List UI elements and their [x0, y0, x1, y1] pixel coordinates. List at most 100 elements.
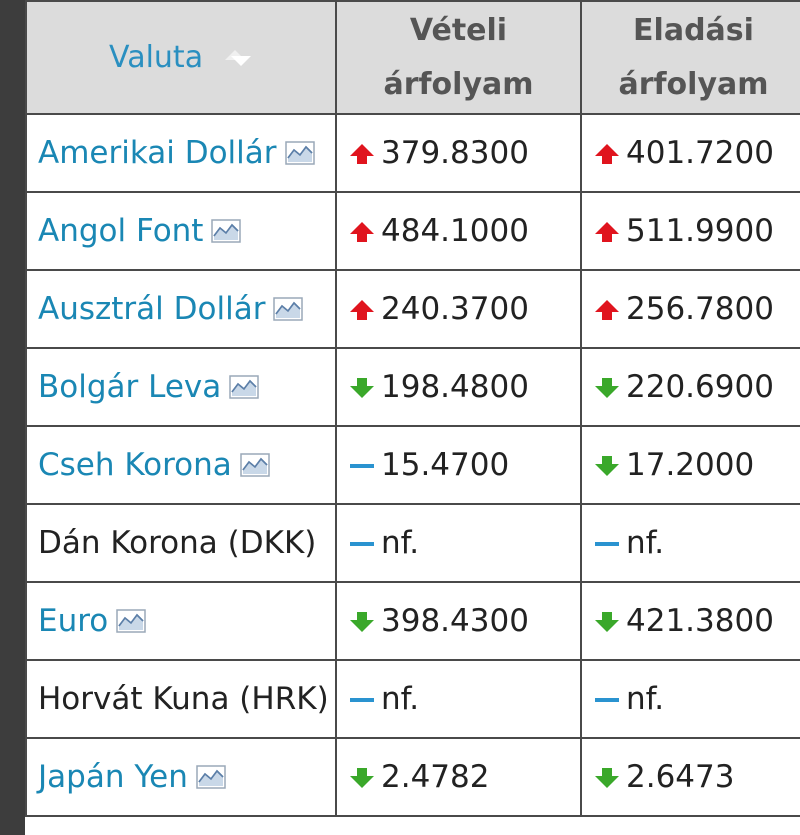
left-sidebar-strip	[0, 0, 25, 835]
table-row: Bolgár Leva 198.4800 220.6900	[25, 347, 800, 427]
buy-header-line2: árfolyam	[383, 66, 534, 102]
trend-down-icon	[595, 456, 619, 476]
currency-name-cell: Euro	[25, 581, 337, 661]
buy-rate-value: nf.	[381, 525, 420, 561]
trend-down-icon	[350, 768, 374, 788]
currency-link[interactable]: Ausztrál Dollár	[38, 291, 266, 327]
sell-rate-value: 256.7800	[626, 291, 774, 327]
currency-name-cell: Japán Yen	[25, 737, 337, 817]
chart-icon[interactable]	[240, 453, 270, 477]
trend-down-icon	[350, 612, 374, 632]
trend-flat-icon	[350, 542, 374, 546]
buy-rate-cell: 398.4300	[335, 581, 582, 661]
buy-rate-value: 398.4300	[381, 603, 529, 639]
trend-flat-icon	[350, 464, 374, 468]
sell-rate-cell: 220.6900	[580, 347, 800, 427]
buy-rate-value: 240.3700	[381, 291, 529, 327]
buy-rate-value: 379.8300	[381, 135, 529, 171]
table-row: Horvát Kuna (HRK) nf. nf.	[25, 659, 800, 739]
trend-flat-icon	[595, 542, 619, 546]
trend-flat-icon	[595, 698, 619, 702]
trend-down-icon	[595, 768, 619, 788]
buy-rate-cell: nf.	[335, 659, 582, 739]
table-row: Euro 398.4300 421.3800	[25, 581, 800, 661]
sell-rate-value: 220.6900	[626, 369, 774, 405]
chart-icon[interactable]	[229, 375, 260, 399]
currency-name-cell: Ausztrál Dollár	[25, 269, 337, 349]
sell-rate-cell: 511.9900	[580, 191, 800, 271]
sell-rate-cell: 421.3800	[580, 581, 800, 661]
trend-down-icon	[595, 378, 619, 398]
trend-flat-icon	[350, 698, 374, 702]
table-header-row: Valuta Vételi árfolyam Eladási árfolyam	[25, 0, 800, 115]
currency-link[interactable]: Japán Yen	[38, 759, 188, 795]
sell-rate-value: nf.	[626, 525, 665, 561]
sort-icon[interactable]	[223, 49, 253, 68]
trend-up-icon	[350, 222, 374, 242]
currency-link[interactable]: Angol Font	[38, 213, 204, 249]
table-row: Cseh Korona 15.4700 17.2000	[25, 425, 800, 505]
chart-icon[interactable]	[273, 297, 304, 321]
buy-rate-cell: 240.3700	[335, 269, 582, 349]
currency-name: Dán Korona (DKK)	[38, 525, 317, 561]
chart-icon[interactable]	[211, 219, 242, 243]
buy-rate-value: 15.4700	[381, 447, 510, 483]
buy-rate-value: nf.	[381, 681, 420, 717]
currency-name-cell: Horvát Kuna (HRK)	[25, 659, 337, 739]
table-row: Japán Yen 2.4782 2.6473	[25, 737, 800, 817]
trend-up-icon	[595, 144, 619, 164]
sell-rate-column-header: Eladási árfolyam	[580, 0, 800, 115]
currency-name-cell: Amerikai Dollár	[25, 113, 337, 193]
chart-icon[interactable]	[116, 609, 147, 633]
currency-link[interactable]: Cseh Korona	[38, 447, 232, 483]
currency-name: Horvát Kuna (HRK)	[38, 681, 329, 717]
buy-rate-column-header: Vételi árfolyam	[335, 0, 582, 115]
buy-rate-cell: nf.	[335, 503, 582, 583]
sell-rate-value: nf.	[626, 681, 665, 717]
currency-link[interactable]: Amerikai Dollár	[38, 135, 277, 171]
trend-up-icon	[595, 300, 619, 320]
sell-rate-cell: nf.	[580, 503, 800, 583]
buy-rate-cell: 15.4700	[335, 425, 582, 505]
buy-rate-value: 198.4800	[381, 369, 529, 405]
currency-name-cell: Dán Korona (DKK)	[25, 503, 337, 583]
buy-rate-value: 2.4782	[381, 759, 490, 795]
sell-rate-cell: 17.2000	[580, 425, 800, 505]
chart-icon[interactable]	[284, 141, 315, 165]
buy-rate-cell: 484.1000	[335, 191, 582, 271]
buy-rate-cell: 198.4800	[335, 347, 582, 427]
sell-rate-cell: 2.6473	[580, 737, 800, 817]
table-row: Amerikai Dollár 379.8300 401.7200	[25, 113, 800, 193]
currency-name-cell: Angol Font	[25, 191, 337, 271]
currency-link[interactable]: Euro	[38, 603, 109, 639]
currency-name-cell: Bolgár Leva	[25, 347, 337, 427]
sell-rate-value: 511.9900	[626, 213, 774, 249]
sell-rate-cell: 256.7800	[580, 269, 800, 349]
currency-link[interactable]: Bolgár Leva	[38, 369, 222, 405]
sell-rate-cell: 401.7200	[580, 113, 800, 193]
currency-header-label[interactable]: Valuta	[109, 40, 204, 75]
currency-name-cell: Cseh Korona	[25, 425, 337, 505]
sell-rate-value: 2.6473	[626, 759, 735, 795]
exchange-rate-table: Valuta Vételi árfolyam Eladási árfolyam …	[25, 0, 800, 817]
buy-header-line1: Vételi	[409, 12, 508, 48]
sell-rate-value: 17.2000	[626, 447, 755, 483]
trend-down-icon	[350, 378, 374, 398]
sell-rate-cell: nf.	[580, 659, 800, 739]
buy-rate-value: 484.1000	[381, 213, 529, 249]
buy-rate-cell: 379.8300	[335, 113, 582, 193]
buy-rate-cell: 2.4782	[335, 737, 582, 817]
trend-up-icon	[595, 222, 619, 242]
table-row: Dán Korona (DKK) nf. nf.	[25, 503, 800, 583]
sell-rate-value: 401.7200	[626, 135, 774, 171]
trend-up-icon	[350, 300, 374, 320]
trend-down-icon	[595, 612, 619, 632]
chart-icon[interactable]	[196, 765, 226, 789]
table-row: Ausztrál Dollár 240.3700 256.7800	[25, 269, 800, 349]
sell-header-line1: Eladási	[633, 12, 754, 48]
trend-up-icon	[350, 144, 374, 164]
sell-header-line2: árfolyam	[618, 66, 769, 102]
table-row: Angol Font 484.1000 511.9900	[25, 191, 800, 271]
currency-column-header[interactable]: Valuta	[25, 0, 337, 115]
sell-rate-value: 421.3800	[626, 603, 774, 639]
